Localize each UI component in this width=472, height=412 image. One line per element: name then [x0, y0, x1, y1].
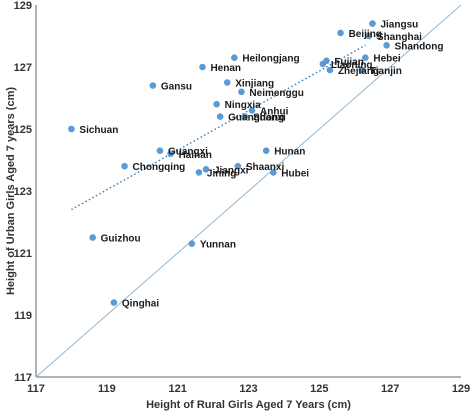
point-hainan	[167, 150, 174, 158]
y-tick-label: 129	[14, 0, 32, 12]
point-jiangxi	[202, 166, 210, 173]
point-shanxi	[241, 113, 249, 120]
label-guangdong: Guangdong	[228, 113, 284, 124]
label-heilongjang: Heilongjang	[242, 54, 299, 65]
point-yunnan	[188, 240, 196, 247]
label-hunan: Hunan	[274, 147, 305, 158]
label-shaanxi: Shaanxi	[246, 162, 285, 173]
label-jiangxi: Jiangxi	[214, 165, 249, 176]
plot-area: 117 119 121 123 125 127 129 117 119 121 123 125 127…	[14, 0, 471, 395]
label-gansu: Gansu	[161, 82, 192, 93]
label-liaoning: Liaoning	[331, 60, 373, 71]
label-shanxi: Shanxi	[253, 113, 286, 124]
x-tick-label: 119	[98, 383, 116, 395]
label-xinjiang: Xinjiang	[235, 79, 274, 90]
point-guangxi	[156, 147, 164, 154]
label-chongqing: Chongqing	[133, 162, 186, 173]
point-shanghai	[365, 32, 373, 40]
point-tianjin	[358, 66, 366, 74]
point-qinghai	[110, 299, 118, 306]
x-tick-label: 123	[239, 383, 257, 395]
label-beijing: Beijing	[349, 29, 382, 40]
point-gansu	[149, 82, 157, 89]
y-tick-label: 121	[14, 248, 32, 260]
label-jiangsu: Jiangsu	[380, 20, 418, 31]
point-beijing	[337, 29, 344, 37]
data-points	[68, 20, 390, 306]
point-hebei	[362, 54, 369, 61]
y-axis-title: Height of Urban Girls Aged 7 years (cm)	[5, 87, 17, 295]
label-neimenggu: Neimenggu	[249, 88, 303, 99]
label-jining: Jining	[207, 168, 236, 179]
label-guangxi: Guangxi	[168, 147, 208, 158]
point-jining	[195, 169, 203, 176]
point-guizhou	[89, 234, 96, 241]
label-qinghai: Qinghai	[122, 299, 159, 310]
y-tick-label: 119	[14, 310, 32, 322]
label-fujian: Fujian	[334, 57, 363, 68]
x-tick-label: 117	[27, 383, 45, 395]
y-tick-label: 125	[14, 124, 32, 136]
label-henan: Henan	[210, 63, 241, 74]
x-axis-ticks: 117 119 121 123 125 127 129	[27, 383, 470, 395]
label-anhui: Anhui	[260, 106, 289, 117]
point-heilongjang	[231, 54, 238, 61]
label-hebei: Hebei	[373, 54, 400, 65]
point-shaanxi	[234, 162, 242, 170]
point-xinjiang	[223, 79, 231, 86]
point-guangdong	[216, 113, 224, 120]
point-hunan	[262, 147, 270, 154]
label-ningxia: Ningxia	[225, 100, 262, 111]
x-tick-label: 125	[310, 383, 328, 395]
x-axis-title: Height of Rural Girls Aged 7 Years (cm)	[146, 399, 351, 411]
label-shandong: Shandong	[395, 41, 444, 52]
y-tick-label: 123	[14, 186, 32, 198]
y-tick-label: 127	[14, 62, 32, 74]
label-sichuan: Sichuan	[79, 125, 118, 136]
reference-line-y-equals-x	[35, 4, 462, 378]
label-hubei: Hubei	[281, 168, 309, 179]
x-tick-label: 127	[381, 383, 399, 395]
label-hainan: Hainan	[179, 150, 212, 161]
point-hubei	[269, 169, 277, 176]
point-chongqing	[121, 162, 128, 170]
label-tianjin: Tianjin	[370, 66, 402, 77]
label-zhejiang: Zhejiang	[338, 66, 379, 77]
y-tick-label: 117	[14, 372, 32, 384]
x-tick-label: 129	[452, 383, 470, 395]
label-guizhou: Guizhou	[101, 234, 141, 245]
label-shanghai: Shanghai	[377, 32, 422, 43]
point-ningxia	[213, 100, 220, 108]
point-zhejiang	[326, 66, 334, 74]
point-anhui	[248, 107, 256, 114]
point-neimenggu	[238, 88, 245, 96]
x-tick-label: 121	[168, 383, 186, 395]
y-axis-ticks: 117 119 121 123 125 127 129	[14, 0, 32, 384]
point-sichuan	[68, 125, 75, 133]
point-shandong	[383, 42, 390, 49]
trend-line	[71, 44, 366, 211]
label-yunnan: Yunnan	[200, 240, 236, 251]
point-jiangsu	[369, 20, 376, 27]
point-liaoning	[319, 60, 327, 68]
point-henan	[199, 63, 206, 71]
